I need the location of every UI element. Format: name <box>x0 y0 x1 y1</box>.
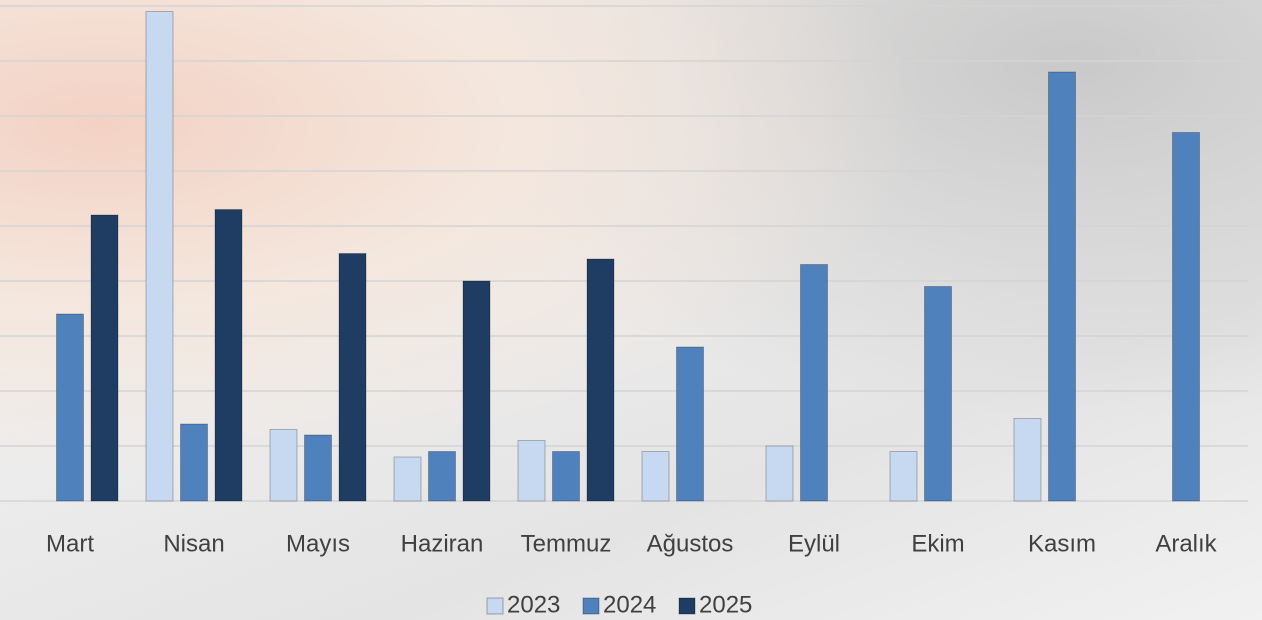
bar <box>676 346 704 502</box>
legend-swatch <box>486 597 504 615</box>
legend-swatch <box>582 597 600 615</box>
bar <box>214 209 243 502</box>
legend-label: 2023 <box>507 591 560 618</box>
x-tick-label: Eylül <box>788 530 840 557</box>
bar <box>90 214 119 502</box>
x-tick-label: Aralık <box>1155 530 1217 557</box>
bar <box>393 456 422 502</box>
bar <box>180 423 208 502</box>
bar <box>269 429 298 502</box>
bar <box>338 253 367 502</box>
x-tick-label: Nisan <box>163 530 224 557</box>
bar <box>56 313 84 502</box>
x-tick-label: Ekim <box>911 530 964 557</box>
x-tick-label: Mart <box>46 530 94 557</box>
bar <box>765 445 794 502</box>
bar <box>924 286 952 502</box>
x-tick-label: Kasım <box>1028 530 1096 557</box>
bar <box>1172 132 1200 502</box>
bar <box>462 280 491 502</box>
bar <box>800 264 828 502</box>
legend-swatch <box>678 597 696 615</box>
x-tick-label: Haziran <box>401 530 484 557</box>
bar <box>889 451 918 502</box>
legend-label: 2025 <box>699 591 752 618</box>
x-tick-label: Temmuz <box>521 530 612 557</box>
bar <box>517 440 546 502</box>
bar <box>145 11 174 502</box>
bar <box>586 258 615 502</box>
bar <box>428 451 456 502</box>
bar <box>304 434 332 502</box>
legend-label: 2024 <box>603 591 656 618</box>
bar <box>1013 418 1042 502</box>
bar <box>641 451 670 502</box>
bar <box>1048 71 1076 502</box>
bar <box>552 451 580 502</box>
x-tick-label: Ağustos <box>647 530 734 557</box>
x-tick-label: Mayıs <box>286 530 350 557</box>
